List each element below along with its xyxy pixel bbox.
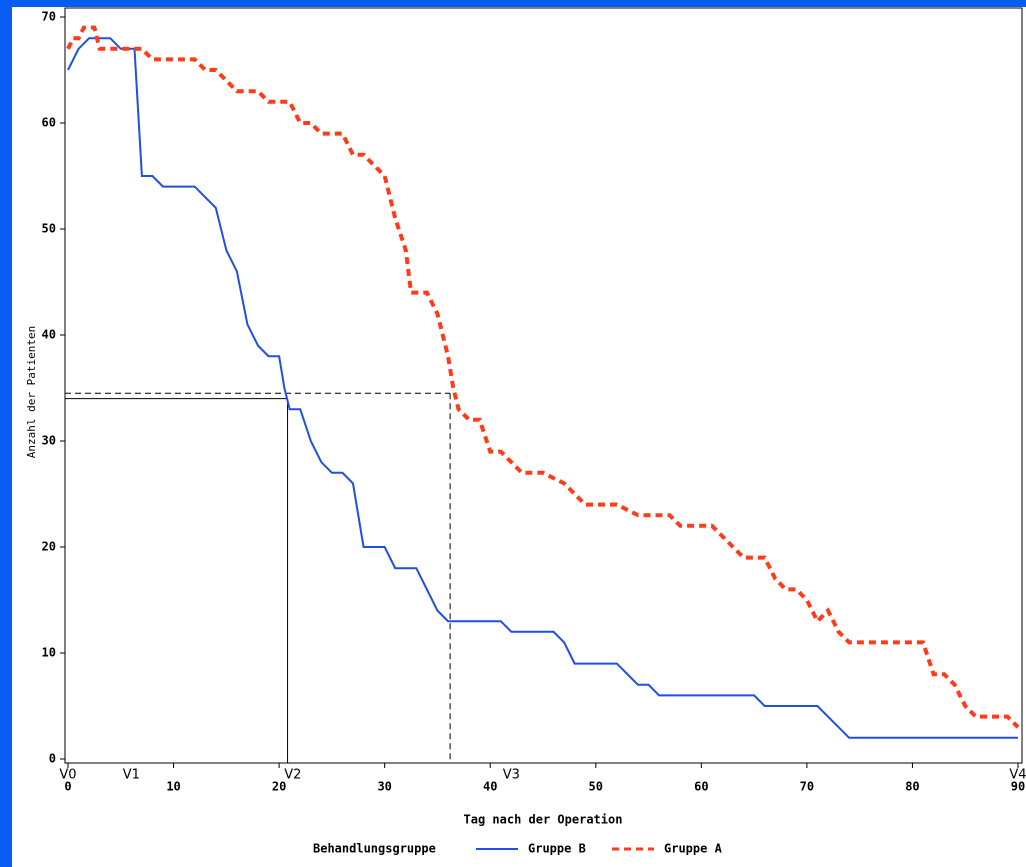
x-tick-label: 50 <box>589 780 603 794</box>
visit-label: V2 <box>284 768 301 783</box>
chart: Tag nach der Operation Anzahl der Patien… <box>25 7 1026 856</box>
visit-label: V1 <box>123 768 140 783</box>
x-tick-label: 20 <box>272 780 286 794</box>
y-tick-label: 60 <box>42 116 56 130</box>
x-tick-label: 40 <box>483 780 497 794</box>
y-axis-label: Anzahl der Patienten <box>25 326 38 458</box>
x-tick-label: 70 <box>800 780 814 794</box>
y-tick-label: 40 <box>42 328 56 342</box>
legend-label: Gruppe A <box>664 842 723 856</box>
legend-title: Behandlungsgruppe <box>313 842 436 856</box>
y-tick-label: 20 <box>42 540 56 554</box>
x-tick-label: 30 <box>377 780 391 794</box>
x-tick-label: 80 <box>905 780 919 794</box>
visit-label: V0 <box>59 768 76 783</box>
y-tick-label: 10 <box>42 646 56 660</box>
plot-frame <box>64 7 1023 764</box>
x-tick-label: 10 <box>166 780 180 794</box>
y-tick-label: 0 <box>49 752 56 766</box>
series-line <box>66 25 1020 729</box>
chart-panel: Tag nach der Operation Anzahl der Patien… <box>12 7 1026 867</box>
y-tick-label: 30 <box>42 434 56 448</box>
x-tick-label: 0 <box>64 780 71 794</box>
visit-label: V3 <box>503 768 520 783</box>
visit-label: V4 <box>1009 768 1026 783</box>
x-tick-label: 60 <box>694 780 708 794</box>
y-tick-label: 50 <box>42 222 56 236</box>
y-tick-label: 70 <box>42 10 56 24</box>
x-tick-label: 90 <box>1011 780 1025 794</box>
series-line <box>67 37 1018 739</box>
x-axis-label: Tag nach der Operation <box>464 813 623 827</box>
legend-label: Gruppe B <box>528 842 586 856</box>
